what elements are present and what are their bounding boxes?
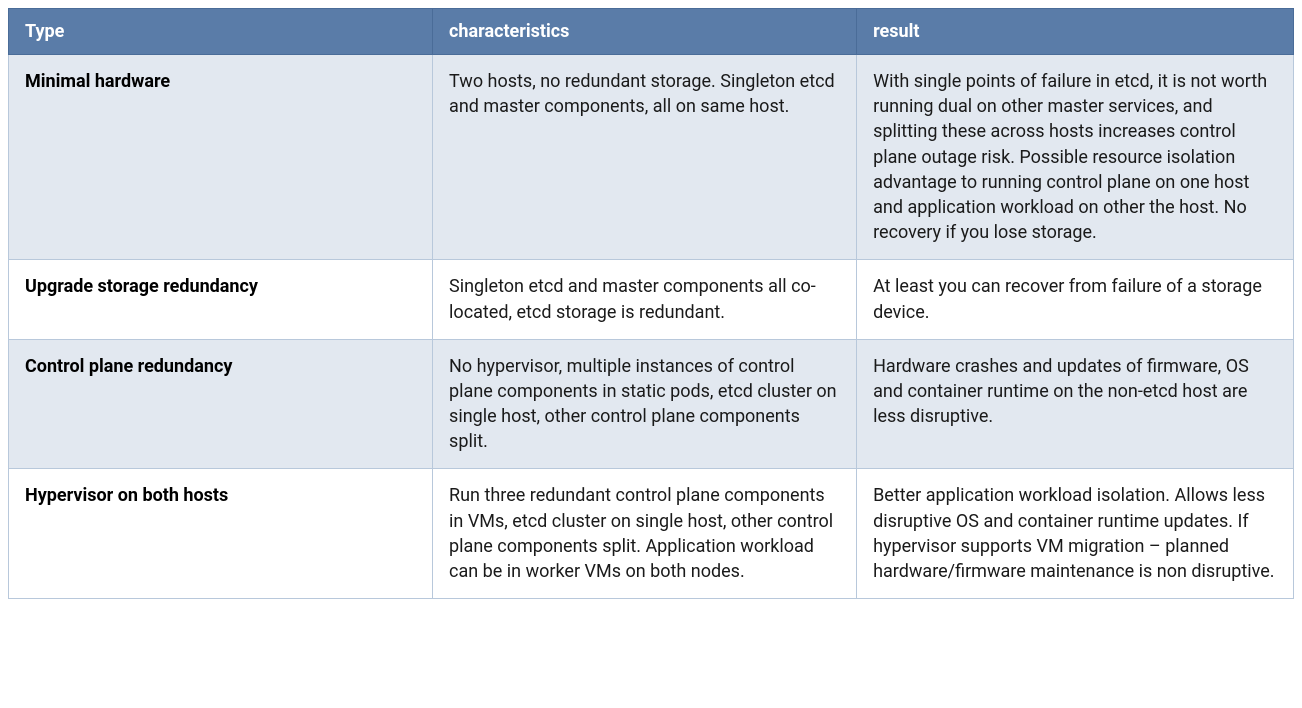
comparison-table-container: Type characteristics result Minimal hard… [8, 8, 1294, 599]
header-result: result [857, 9, 1294, 55]
table-row: Upgrade storage redundancy Singleton etc… [9, 260, 1294, 339]
cell-characteristics: Singleton etcd and master components all… [433, 260, 857, 339]
cell-type: Minimal hardware [9, 55, 433, 260]
header-type: Type [9, 9, 433, 55]
cell-result: At least you can recover from failure of… [857, 260, 1294, 339]
cell-result: With single points of failure in etcd, i… [857, 55, 1294, 260]
table-row: Minimal hardware Two hosts, no redundant… [9, 55, 1294, 260]
cell-characteristics: No hypervisor, multiple instances of con… [433, 339, 857, 469]
cell-result: Better application workload isolation. A… [857, 469, 1294, 599]
table-row: Control plane redundancy No hypervisor, … [9, 339, 1294, 469]
cell-characteristics: Run three redundant control plane compon… [433, 469, 857, 599]
cell-characteristics: Two hosts, no redundant storage. Singlet… [433, 55, 857, 260]
cell-type: Hypervisor on both hosts [9, 469, 433, 599]
table-header-row: Type characteristics result [9, 9, 1294, 55]
cell-result: Hardware crashes and updates of firmware… [857, 339, 1294, 469]
table-row: Hypervisor on both hosts Run three redun… [9, 469, 1294, 599]
cell-type: Control plane redundancy [9, 339, 433, 469]
comparison-table: Type characteristics result Minimal hard… [8, 8, 1294, 599]
cell-type: Upgrade storage redundancy [9, 260, 433, 339]
header-characteristics: characteristics [433, 9, 857, 55]
